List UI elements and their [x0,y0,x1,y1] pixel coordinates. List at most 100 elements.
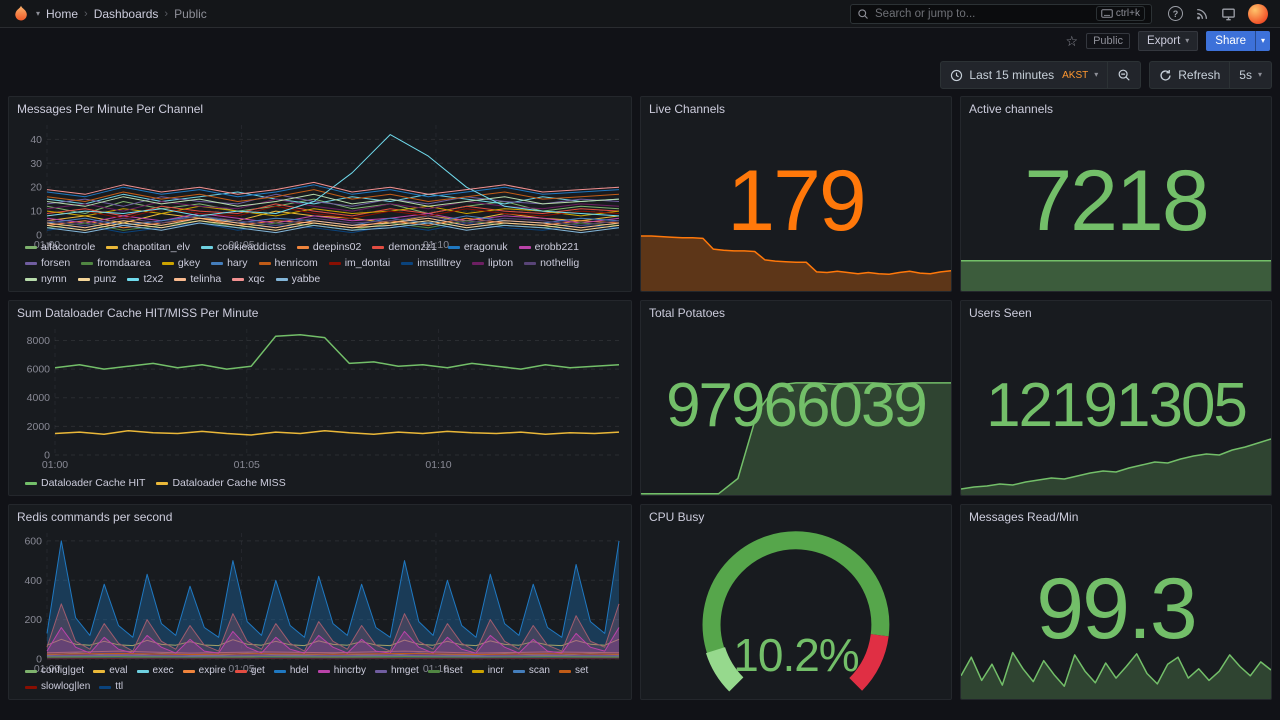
breadcrumb-dashboards[interactable]: Dashboards [93,6,159,21]
legend-item[interactable]: fromdaarea [81,256,151,270]
legend-item[interactable]: Dataloader Cache MISS [156,476,286,490]
legend-item[interactable]: eval [93,664,128,678]
legend-item[interactable]: get [234,664,265,678]
legend-item[interactable]: Dataloader Cache HIT [25,476,145,490]
legend-label: punz [93,273,117,285]
legend-swatch [25,669,37,673]
refresh-interval-picker[interactable]: 5s ▾ [1229,62,1271,88]
star-icon[interactable]: ☆ [1065,33,1079,49]
legend-item[interactable]: chapotitan_elv [106,240,190,254]
panel-title[interactable]: Messages Read/Min [969,510,1079,524]
messages-chart[interactable]: 0 10 20 30 40 01:00 01:05 01:10 [17,121,623,251]
legend-item[interactable]: expire [182,664,226,678]
legend-item[interactable]: hset [427,664,463,678]
news-rss-icon[interactable] [1195,7,1209,21]
legend-label: incr [487,665,504,676]
legend-label: forsen [41,257,71,269]
legend-item[interactable]: cookieaddictss [201,240,286,254]
legend-label: nothellig [540,257,580,269]
legend-item[interactable]: set [558,664,588,678]
legend-swatch [161,261,174,265]
legend-swatch [558,669,571,673]
panel-title[interactable]: Redis commands per second [17,510,173,524]
legend-swatch [232,277,245,281]
legend-swatch [106,245,119,249]
legend-item[interactable]: nothellig [524,256,579,270]
share-button[interactable]: Share [1206,31,1255,51]
legend-item[interactable]: exec [136,664,174,678]
panel-title[interactable]: Total Potatoes [649,306,726,320]
legend-label: telinha [190,273,222,285]
legend-item[interactable]: henricom [258,256,318,270]
legend-label: im_dontai [344,257,391,269]
legend-item[interactable]: im_dontai [328,256,391,270]
panel-title[interactable]: Sum Dataloader Cache HIT/MISS Per Minute [17,306,259,320]
svg-text:0: 0 [44,450,50,462]
legend-swatch [401,261,414,265]
time-range-picker[interactable]: Last 15 minutes AKST ▾ [941,62,1107,88]
legend-swatch [427,669,440,673]
search-shortcut-label: ctrl+k [1115,8,1140,19]
search-box[interactable]: ctrl+k [850,3,1152,24]
legend-item[interactable]: hary [211,256,248,270]
legend-item[interactable]: t2x2 [127,272,163,286]
legend-label: expire [198,665,226,676]
legend-item[interactable]: ttl [99,680,123,694]
legend-item[interactable]: config|get [25,664,84,678]
monitor-icon[interactable] [1221,7,1236,21]
legend-swatch [127,277,140,281]
help-icon[interactable]: ? [1168,6,1183,21]
legend-item[interactable]: forsen [25,256,70,270]
refresh-button[interactable]: Refresh [1150,62,1229,88]
legend-item[interactable]: xqc [232,272,265,286]
panel-total-potatoes: Total Potatoes 97966039 [640,300,952,496]
keyboard-icon [1101,9,1113,18]
legend-item[interactable]: eragonuk [447,240,508,254]
legend-item[interactable]: slowlog|len [25,680,90,694]
legend-item[interactable]: nymn [25,272,67,286]
grafana-logo-icon[interactable] [12,5,30,23]
panel-title[interactable]: Live Channels [649,102,726,116]
legend-item[interactable]: alfacontrole [25,240,95,254]
dataloader-legend: Dataloader Cache HIT Dataloader Cache MIS… [25,476,623,490]
legend-item[interactable]: demonzz1 [372,240,437,254]
user-avatar[interactable] [1248,3,1268,24]
panel-title[interactable]: CPU Busy [649,510,705,524]
legend-item[interactable]: incr [471,664,504,678]
refresh-group: Refresh 5s ▾ [1149,61,1272,89]
org-menu-chevron-down-icon[interactable]: ▾ [36,8,41,18]
legend-item[interactable]: gkey [161,256,200,270]
legend-item[interactable]: hincrby [317,664,366,678]
legend-item[interactable]: erobb221 [518,240,579,254]
export-button[interactable]: Export ▾ [1138,31,1199,51]
legend-item[interactable]: hdel [273,664,309,678]
legend-swatch [201,245,214,249]
legend-item[interactable]: imstilltrey [401,256,461,270]
legend-item[interactable]: lipton [471,256,513,270]
legend-label: erobb221 [534,241,579,253]
legend-label: cookieaddictss [217,241,286,253]
zoom-out-button[interactable] [1107,62,1140,88]
legend-item[interactable]: hmget [374,664,419,678]
legend-swatch [317,669,330,673]
legend-item[interactable]: yabbe [275,272,320,286]
breadcrumb-home[interactable]: Home [46,6,79,21]
panel-title[interactable]: Messages Per Minute Per Channel [17,102,204,116]
legend-item[interactable]: telinha [174,272,221,286]
legend-swatch [174,277,187,281]
svg-text:10.2%: 10.2% [733,629,859,681]
search-input[interactable] [875,7,1090,20]
legend-swatch [182,669,195,673]
panel-messages-read: Messages Read/Min 99.3 [960,504,1272,700]
svg-text:40: 40 [30,134,42,146]
panel-title[interactable]: Active channels [969,102,1054,116]
legend-item[interactable]: punz [77,272,117,286]
share-menu-button[interactable]: ▾ [1254,31,1270,51]
legend-label: imstilltrey [417,257,461,269]
panel-title[interactable]: Users Seen [969,306,1032,320]
legend-item[interactable]: scan [512,664,550,678]
legend-item[interactable]: deepins02 [296,240,361,254]
legend-label: alfacontrole [41,241,96,253]
dataloader-chart[interactable]: 0 2000 4000 6000 8000 01:00 01:05 01:10 [17,325,623,471]
